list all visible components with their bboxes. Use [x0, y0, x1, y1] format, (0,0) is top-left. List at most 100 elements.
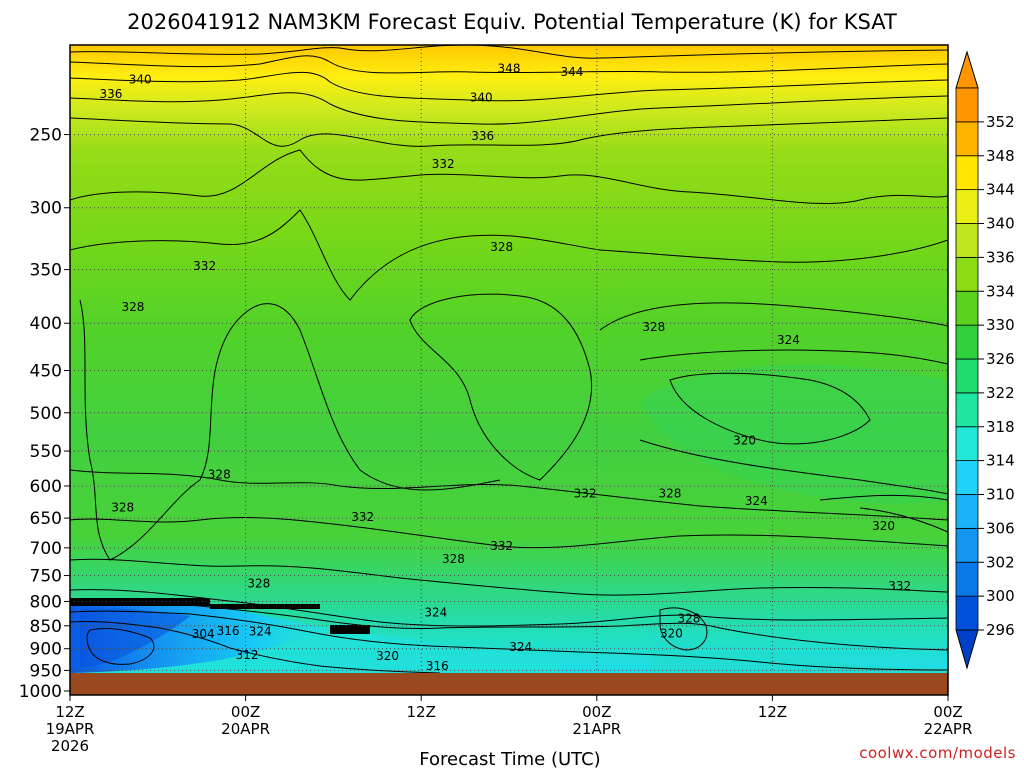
contour-line — [639, 439, 948, 495]
contour-label: 324 — [777, 333, 800, 347]
x-tick-label: 2026 — [51, 737, 89, 755]
colorbar-label: 352 — [986, 113, 1015, 131]
colorbar-cell — [955, 87, 979, 123]
thick-contour-band — [330, 625, 370, 634]
x-tick-label: 22APR — [924, 720, 973, 738]
grid-lines — [70, 45, 948, 692]
contour-label: 348 — [498, 61, 521, 75]
y-tick-label: 550 — [30, 442, 62, 462]
y-tick-label: 400 — [30, 314, 62, 334]
colorbar-label: 310 — [986, 486, 1015, 504]
colorbar-cell — [955, 121, 979, 157]
contour-label: 328 — [642, 320, 665, 334]
colorbar-cell — [955, 290, 979, 326]
colorbar-label: 330 — [986, 316, 1015, 334]
colorbar-label: 318 — [986, 418, 1015, 436]
contour-label: 312 — [236, 648, 259, 662]
contour-line — [70, 92, 948, 125]
colorbar-cell — [955, 392, 979, 428]
contour-line — [70, 601, 948, 651]
credit-text: coolwx.com/models — [859, 744, 1016, 762]
contour-label: 320 — [872, 519, 895, 533]
colorbar-cell — [955, 189, 979, 224]
contour-line — [70, 558, 948, 596]
y-axis: 250 300 350 400 450 500 550 600 650 700 750 800 850 9… — [19, 126, 70, 702]
colorbar-cell — [955, 256, 979, 292]
contour-line — [409, 293, 592, 481]
contour-label: 332 — [574, 486, 597, 500]
contour-label: 324 — [509, 640, 532, 654]
contour-line — [70, 610, 948, 671]
contour-label: 332 — [432, 157, 455, 171]
colorbar-label: 296 — [986, 621, 1015, 639]
x-tick-label: 19APR — [46, 720, 95, 738]
colorbar-labels: 296 300 302 306 310 314 318 322 326 330 334 336 340 3… — [978, 113, 1015, 639]
contour-line — [70, 45, 948, 59]
contour-label: 328 — [442, 552, 465, 566]
thick-contour-band — [210, 604, 320, 609]
midlevel-cool-shade — [640, 364, 948, 504]
x-tick-label: 00Z — [933, 703, 962, 721]
contour-label: 320 — [660, 626, 683, 640]
contour-label: 332 — [490, 539, 513, 553]
contour-label: 328 — [659, 486, 682, 500]
colorbar-cell — [955, 460, 979, 495]
contour-label: 344 — [560, 65, 583, 79]
late-cool-shade — [650, 630, 948, 673]
cold-core-inner — [80, 608, 190, 668]
y-tick-label: 600 — [30, 477, 62, 497]
contour-label: 328 — [208, 467, 231, 481]
contour-line — [70, 55, 948, 74]
contour-label: 332 — [351, 510, 374, 524]
x-tick-label: 12Z — [758, 703, 787, 721]
colorbar-label: 334 — [986, 282, 1015, 300]
colorbar-label: 302 — [986, 553, 1015, 571]
contour-label: 332 — [193, 259, 216, 273]
x-tick-label: 12Z — [55, 703, 84, 721]
y-tick-label: 450 — [30, 361, 62, 381]
contour-line — [859, 507, 948, 533]
y-tick-label: 300 — [30, 199, 62, 219]
y-tick-label: 700 — [30, 539, 62, 559]
thick-contour-band — [70, 598, 210, 606]
x-tick-label: 21APR — [572, 720, 621, 738]
contour-label: 336 — [100, 87, 123, 101]
y-tick-label: 650 — [30, 509, 62, 529]
contour-label: 328 — [490, 240, 513, 254]
y-tick-label: 950 — [30, 661, 62, 681]
colorbar-cells — [955, 87, 979, 631]
contour-line — [599, 302, 948, 331]
colorbar-cell — [955, 561, 979, 597]
ground-surface — [70, 673, 948, 695]
triangle-down-icon — [955, 629, 979, 670]
colorbar-label: 314 — [986, 452, 1015, 470]
colorbar-cell — [955, 494, 979, 529]
colorbar-label: 326 — [986, 350, 1015, 368]
contour-label: 328 — [121, 300, 144, 314]
contour-label: 340 — [129, 73, 152, 87]
contour-line — [70, 117, 948, 147]
y-tick-label: 900 — [30, 640, 62, 660]
contour-line — [70, 149, 948, 204]
colorbar-label: 348 — [986, 147, 1015, 165]
colorbar-label: 300 — [986, 587, 1015, 605]
x-tick-label: 00Z — [582, 703, 611, 721]
colorbar-cell — [955, 358, 979, 394]
contour-line — [819, 494, 948, 501]
contour-label: 328 — [111, 500, 134, 514]
contour-label: 320 — [733, 434, 756, 448]
contour-line — [659, 607, 708, 651]
x-axis-title: Forecast Time (UTC) — [419, 749, 600, 768]
contour-label: 324 — [424, 605, 447, 619]
x-tick-label: 20APR — [221, 720, 270, 738]
y-tick-label: 250 — [30, 126, 62, 146]
colorbar-cell — [955, 426, 979, 462]
plot-area — [70, 45, 948, 673]
contour-label: 328 — [247, 576, 270, 590]
contour-label: 340 — [470, 91, 493, 105]
colorbar: 296 300 302 306 310 314 318 322 326 330 334 336 340 3… — [955, 50, 1015, 670]
contour-line — [79, 299, 501, 561]
colorbar-cell — [955, 527, 979, 563]
